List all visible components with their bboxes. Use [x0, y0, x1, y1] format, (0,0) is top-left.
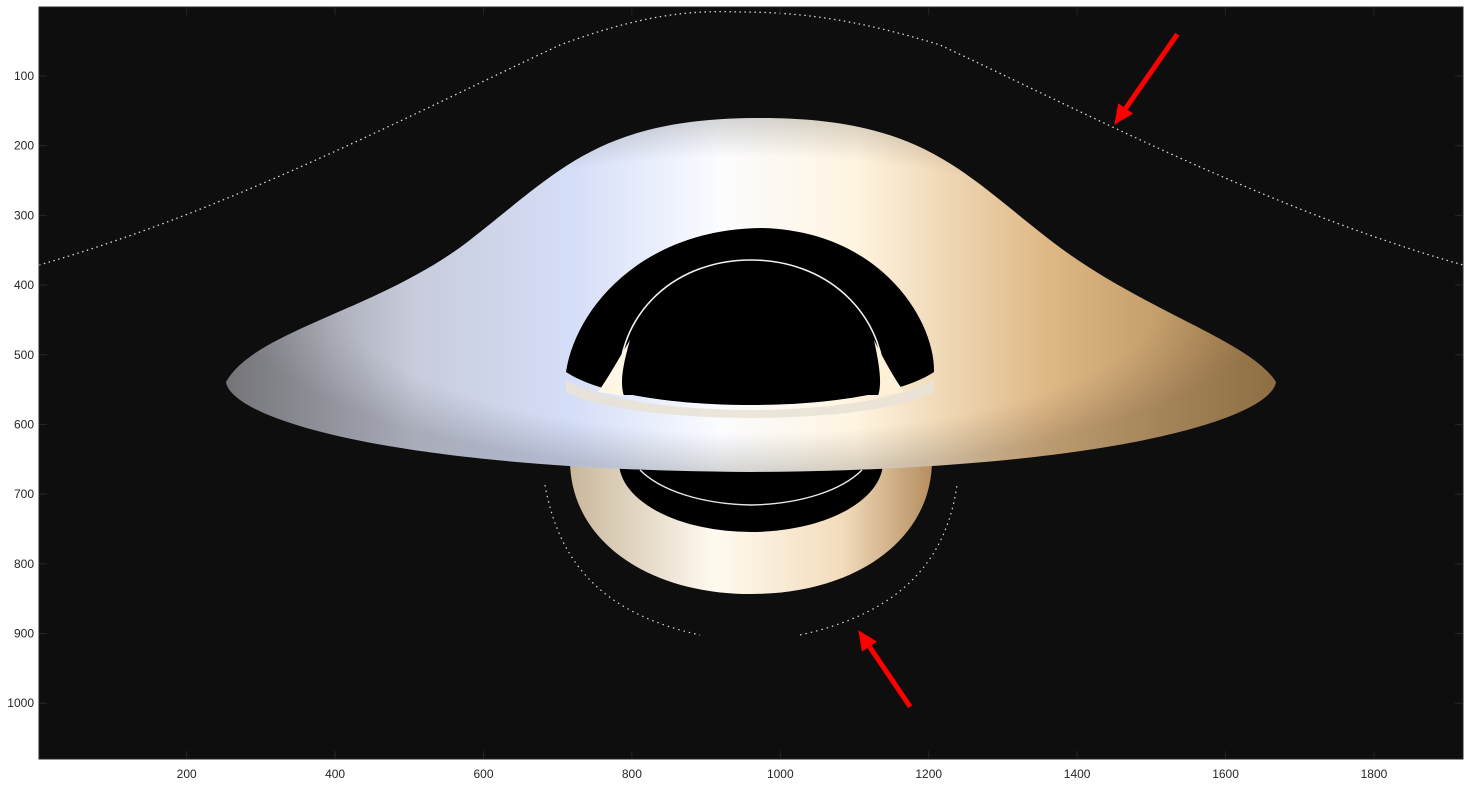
axes-frame — [38, 6, 1464, 760]
black-hole-shadow — [619, 260, 885, 395]
x-tick-label: 1000 — [767, 767, 794, 781]
red-arrow-1-shaft — [1123, 32, 1180, 110]
photon-ring-lower — [639, 469, 863, 506]
y-tick-label: 800 — [14, 557, 34, 571]
red-arrow-1-head — [1114, 103, 1134, 125]
x-tick-label: 600 — [473, 767, 493, 781]
x-tick-label: 800 — [622, 767, 642, 781]
y-tick-label: 500 — [14, 348, 34, 362]
y-tick-label: 700 — [14, 487, 34, 501]
x-tick-label: 1800 — [1361, 767, 1388, 781]
x-axis: 200 400 600 800 1000 1200 1400 1600 1800 — [177, 7, 1388, 781]
x-tick-label: 200 — [177, 767, 197, 781]
outer-photon-arc — [39, 10, 1463, 266]
x-tick-label: 1200 — [915, 767, 942, 781]
lower-photon-arc — [544, 484, 958, 636]
disk-front-edge — [566, 380, 934, 418]
y-axis: 100 200 300 400 500 600 700 800 900 1000 — [7, 69, 1463, 710]
red-arrow-2-head — [858, 630, 877, 652]
y-tick-label: 1000 — [7, 696, 34, 710]
y-tick-label: 400 — [14, 278, 34, 292]
y-tick-label: 900 — [14, 627, 34, 641]
x-tick-label: 1600 — [1212, 767, 1239, 781]
y-tick-label: 200 — [14, 139, 34, 153]
y-tick-label: 300 — [14, 208, 34, 222]
red-arrow-2-shaft — [867, 645, 913, 709]
x-tick-label: 400 — [325, 767, 345, 781]
left-crescent — [598, 340, 630, 396]
right-crescent — [874, 340, 904, 396]
annotations — [858, 32, 1180, 709]
photon-ring — [618, 259, 886, 396]
x-tick-label: 1400 — [1064, 767, 1091, 781]
y-tick-label: 100 — [14, 69, 34, 83]
y-tick-label: 600 — [14, 417, 34, 431]
